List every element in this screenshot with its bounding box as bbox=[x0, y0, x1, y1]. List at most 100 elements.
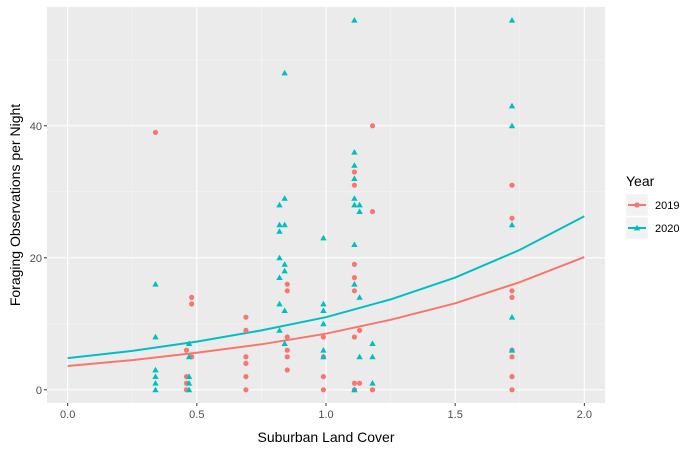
point-2019 bbox=[509, 182, 515, 188]
point-2020 bbox=[320, 307, 327, 313]
point-2020 bbox=[281, 307, 288, 313]
point-2020 bbox=[369, 380, 376, 386]
point-2020 bbox=[281, 69, 288, 76]
x-tick-label: 0.5 bbox=[189, 409, 204, 421]
point-2020 bbox=[281, 267, 288, 274]
point-2020 bbox=[276, 274, 283, 280]
point-2020 bbox=[351, 386, 358, 393]
point-2020 bbox=[185, 373, 193, 379]
point-2020 bbox=[152, 333, 159, 340]
point-2020 bbox=[276, 201, 283, 208]
point-2020 bbox=[185, 380, 193, 386]
point-2019 bbox=[243, 374, 249, 380]
point-2020 bbox=[276, 300, 283, 307]
point-2019 bbox=[509, 354, 515, 360]
point-2020 bbox=[276, 228, 283, 234]
x-tick-label: 2.0 bbox=[577, 409, 592, 421]
legend-title: Year bbox=[626, 173, 655, 189]
x-axis-title: Suburban Land Cover bbox=[258, 429, 395, 445]
point-2019 bbox=[284, 367, 290, 373]
y-tick-label: 20 bbox=[30, 253, 42, 265]
point-2019 bbox=[243, 314, 249, 320]
trend-lines bbox=[67, 215, 585, 367]
point-2020 bbox=[369, 340, 376, 346]
point-2019 bbox=[351, 380, 358, 386]
point-2020 bbox=[152, 281, 159, 287]
point-2020 bbox=[508, 221, 516, 228]
point-2019 bbox=[351, 261, 358, 267]
point-2019 bbox=[284, 281, 290, 287]
point-2020 bbox=[281, 340, 288, 346]
point-2019 bbox=[284, 354, 290, 360]
point-2020 bbox=[276, 254, 283, 261]
point-2020 bbox=[351, 17, 358, 23]
point-2020 bbox=[320, 234, 327, 241]
point-2020 bbox=[351, 281, 358, 287]
point-2019 bbox=[509, 374, 515, 380]
point-2019 bbox=[509, 387, 515, 393]
point-2019 bbox=[369, 209, 376, 215]
point-2019 bbox=[351, 334, 358, 340]
point-2020 bbox=[351, 201, 358, 208]
point-2019 bbox=[243, 360, 249, 366]
point-2019 bbox=[284, 334, 290, 340]
point-2020 bbox=[508, 17, 516, 23]
x-tick-label: 1.0 bbox=[318, 409, 333, 421]
point-2019 bbox=[189, 294, 195, 300]
point-2020 bbox=[356, 208, 363, 214]
point-2020 bbox=[320, 300, 327, 307]
x-tick-label: 0.0 bbox=[60, 409, 75, 421]
y-tick-label: 40 bbox=[30, 121, 42, 133]
point-2020 bbox=[185, 340, 193, 346]
point-2020 bbox=[351, 241, 358, 247]
point-2019 bbox=[351, 182, 358, 188]
point-2020 bbox=[351, 149, 358, 155]
point-2020 bbox=[281, 261, 288, 267]
trend-line-2020 bbox=[67, 215, 585, 360]
point-2020 bbox=[320, 347, 327, 353]
point-2019 bbox=[356, 327, 363, 333]
point-2020 bbox=[369, 353, 376, 360]
point-2019 bbox=[356, 380, 363, 386]
point-2020 bbox=[185, 353, 193, 360]
point-2020 bbox=[320, 320, 327, 327]
point-2020 bbox=[152, 386, 159, 393]
data-points bbox=[152, 17, 516, 393]
point-2020 bbox=[276, 327, 283, 333]
point-2019 bbox=[320, 387, 327, 393]
y-axis-title: Foraging Observations per Night bbox=[7, 104, 23, 306]
point-2019 bbox=[189, 301, 195, 307]
point-2020 bbox=[351, 175, 358, 181]
point-2019 bbox=[243, 327, 249, 333]
point-2019 bbox=[369, 123, 376, 129]
point-2020 bbox=[356, 353, 363, 360]
point-2020 bbox=[356, 201, 363, 208]
point-2019 bbox=[351, 275, 358, 281]
point-2019 bbox=[351, 288, 358, 294]
point-2020 bbox=[185, 386, 193, 393]
point-2020 bbox=[320, 353, 327, 360]
point-2019 bbox=[284, 288, 290, 294]
point-2020 bbox=[281, 221, 288, 228]
point-2020 bbox=[152, 373, 159, 379]
trend-line-2019 bbox=[67, 256, 585, 367]
y-tick-label: 0 bbox=[36, 385, 42, 397]
point-2019 bbox=[351, 169, 358, 175]
point-2019 bbox=[320, 334, 327, 340]
point-2019 bbox=[243, 354, 249, 360]
point-2019 bbox=[284, 347, 290, 353]
point-2020 bbox=[508, 347, 516, 353]
point-2020 bbox=[508, 122, 516, 129]
legend-marker-2019 bbox=[634, 202, 640, 208]
point-2020 bbox=[351, 162, 358, 168]
legend-label-2019: 2019 bbox=[655, 200, 679, 212]
point-2020 bbox=[152, 366, 159, 373]
x-axis: 0.0 0.5 1.0 1.5 2.0 bbox=[60, 403, 592, 421]
point-2020 bbox=[356, 294, 363, 300]
point-2020 bbox=[508, 102, 516, 109]
point-2019 bbox=[243, 387, 249, 393]
point-2019 bbox=[152, 129, 159, 135]
point-2020 bbox=[276, 221, 283, 228]
point-2020 bbox=[152, 380, 159, 386]
